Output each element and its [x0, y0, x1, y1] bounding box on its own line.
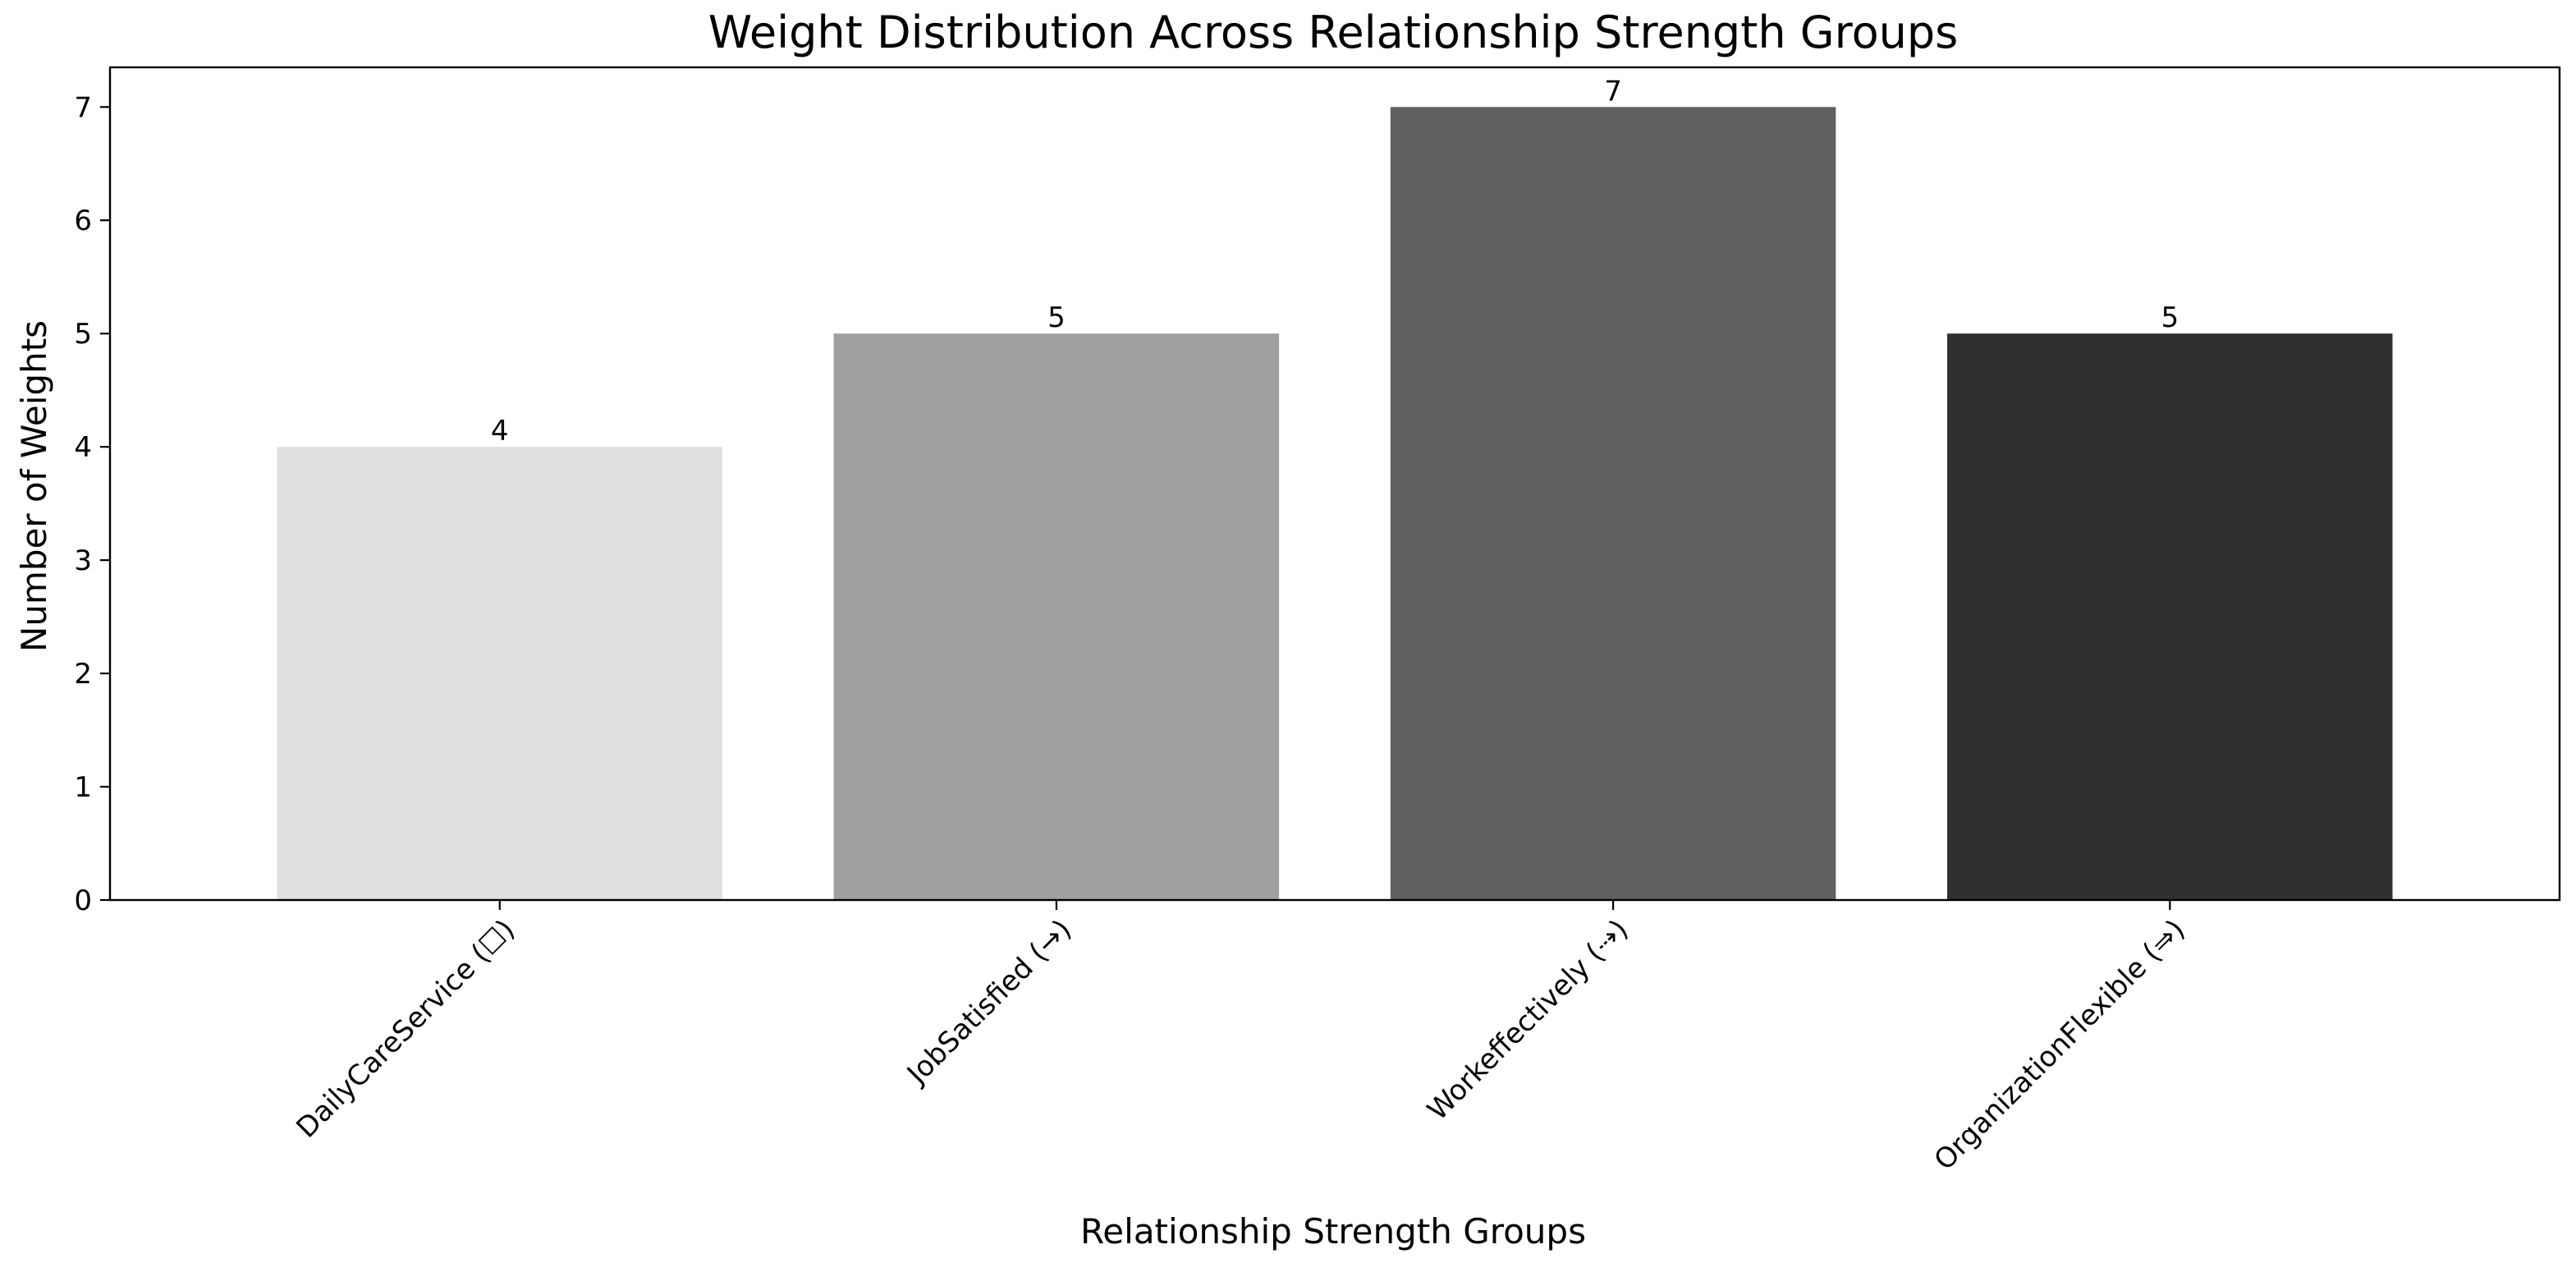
bar-value-label: 5	[1047, 301, 1066, 334]
y-tick-label: 6	[74, 204, 92, 237]
y-tick-label: 5	[74, 318, 92, 351]
y-tick-label: 3	[74, 544, 92, 577]
bar	[1947, 333, 2393, 900]
bar	[1390, 107, 1836, 901]
x-tick-label: DailyCareService (☐)	[290, 913, 521, 1145]
y-tick-label: 4	[74, 431, 92, 464]
bar	[833, 333, 1280, 900]
y-tick-label: 0	[74, 884, 92, 917]
bar-value-label: 4	[491, 415, 509, 448]
chart-title: Weight Distribution Across Relationship …	[708, 7, 1959, 58]
bar-value-label: 7	[1604, 75, 1622, 108]
y-axis-label: Number of Weights	[14, 320, 54, 652]
y-tick-label: 1	[74, 771, 92, 804]
y-tick-label: 2	[74, 658, 92, 691]
y-tick-label: 7	[74, 91, 92, 124]
bar	[277, 447, 722, 900]
plot-frame	[108, 66, 2561, 902]
bar-value-label: 5	[2161, 301, 2179, 334]
x-tick-label: JobSatisfied (→)	[900, 913, 1078, 1091]
x-tick-label: OrganizationFlexible (⇒)	[1928, 913, 2192, 1177]
plot-area: 4 5 7 5 0 1 2 3 4 5 6 7 DailyCareService (☐) JobSatis…	[74, 66, 2561, 1177]
x-axis-label: Relationship Strength Groups	[1080, 1211, 1586, 1252]
x-tick-label: Workeffectively (⇢)	[1421, 913, 1634, 1127]
